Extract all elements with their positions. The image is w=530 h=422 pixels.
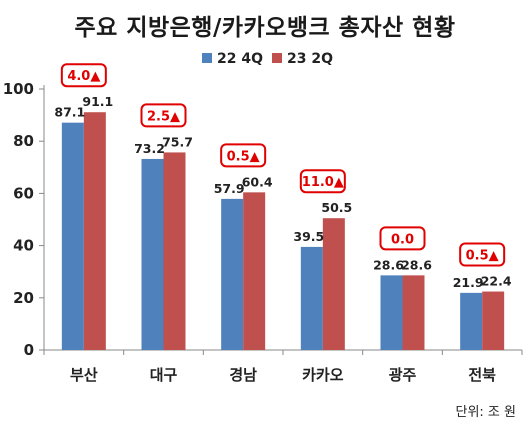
legend-label: 22 4Q [217, 51, 263, 67]
bar [380, 275, 403, 350]
x-tick-label: 전북 [468, 366, 496, 384]
legend: 22 4Q 23 2Q [202, 51, 333, 67]
data-label: 91.1 [82, 94, 113, 109]
change-box [379, 226, 426, 251]
bar [460, 292, 483, 350]
change-label: 11.0▲ [302, 175, 344, 190]
x-tick-label: 대구 [150, 366, 178, 384]
labels: 87.191.1 73.275.7 57.960.4 39.5 50.5 28.628.6… [54, 94, 511, 290]
y-tick-label: 80 [13, 132, 34, 150]
data-label: 28.6 [401, 257, 432, 272]
bars [61, 112, 505, 350]
x-tick-label: 광주 [389, 366, 417, 384]
bar [402, 275, 425, 350]
change-label: 0.5▲ [227, 149, 260, 164]
x-tick-label: 부산 [70, 366, 98, 384]
change-label: 0.0 [391, 232, 414, 247]
bar [300, 246, 323, 350]
x-tick-label: 카카오 [302, 366, 344, 384]
y-tick-label: 0 [24, 341, 34, 359]
y-tick-label: 20 [13, 289, 34, 307]
y-tick-label: 100 [3, 80, 34, 98]
bar [243, 192, 266, 350]
data-label: 75.7 [162, 134, 193, 149]
unit-note: 단위: 조 원 [455, 405, 517, 420]
bar [141, 158, 164, 350]
bar [482, 291, 505, 350]
data-label: 22.4 [481, 274, 512, 289]
data-label: 50.5 [321, 200, 352, 215]
data-label: 60.4 [242, 174, 273, 189]
data-label: 73.2 [134, 141, 165, 156]
change-box [459, 242, 506, 267]
chart-title: 주요 지방은행/카카오뱅크 총자산 현황 [74, 15, 456, 41]
legend-swatch [272, 53, 282, 63]
data-label: 21.9 [453, 275, 484, 290]
legend-swatch [202, 53, 212, 63]
x-tick-label: 경남 [229, 366, 257, 384]
bar [322, 218, 345, 350]
change-box [220, 143, 267, 168]
data-label: 87.1 [54, 105, 85, 120]
axes: 0 20 40 60 80 100 부산 대구 경남 카카오 광주 전북 [3, 80, 523, 384]
bar [163, 152, 186, 350]
bar [83, 112, 106, 350]
change-label: 0.5▲ [466, 249, 499, 264]
bar [61, 122, 84, 350]
change-box [299, 169, 346, 194]
change-label: 4.0▲ [67, 69, 100, 84]
data-label: 28.6 [373, 257, 404, 272]
change-annotations: 4.0▲ 2.5▲ 0.5▲ 11.0▲ 0.0 0.5▲ [60, 63, 506, 267]
bar [221, 198, 244, 350]
change-label: 2.5▲ [147, 109, 180, 124]
y-tick-label: 60 [13, 184, 34, 202]
data-label: 39.5 [293, 229, 324, 244]
change-box [140, 103, 187, 128]
change-box [60, 63, 107, 88]
data-label: 57.9 [214, 181, 245, 196]
y-tick-label: 40 [13, 237, 34, 255]
legend-label: 23 2Q [287, 51, 333, 67]
